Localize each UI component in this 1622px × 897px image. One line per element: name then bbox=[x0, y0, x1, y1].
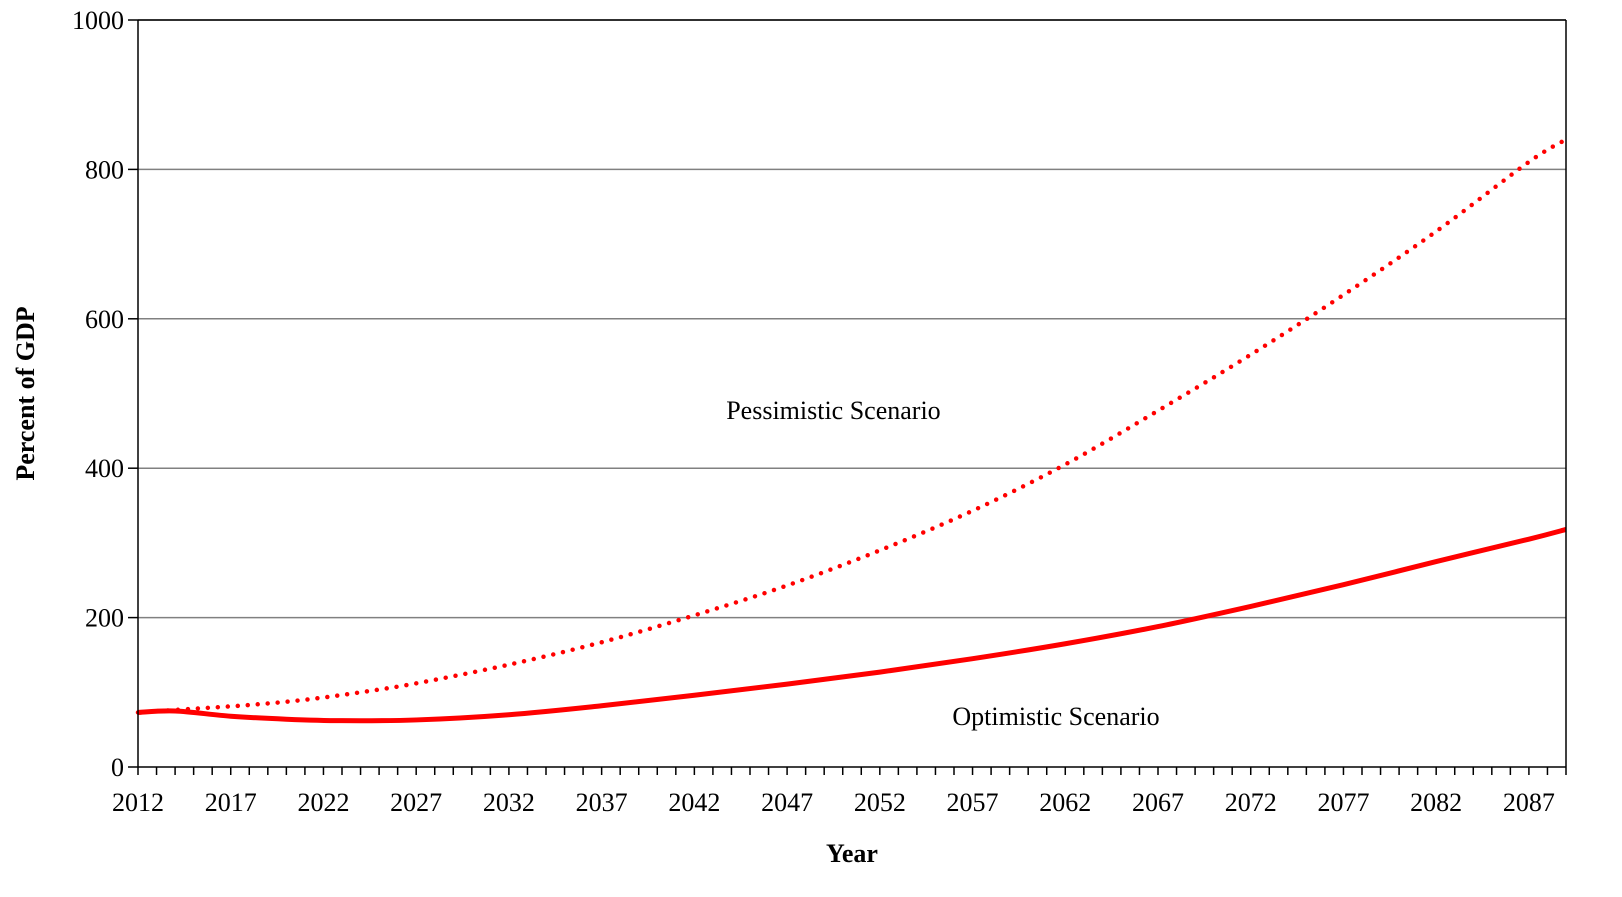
y-axis-title: Percent of GDP bbox=[11, 306, 40, 480]
x-tick-label: 2027 bbox=[390, 788, 442, 817]
y-tick-label: 800 bbox=[85, 155, 124, 184]
x-tick-label: 2082 bbox=[1410, 788, 1462, 817]
y-tick-labels: 0 200 400 600 800 1000 bbox=[72, 6, 124, 782]
x-tick-label: 2087 bbox=[1503, 788, 1555, 817]
x-tick-label: 2012 bbox=[112, 788, 164, 817]
y-tick-label: 0 bbox=[111, 753, 124, 782]
y-tick-label: 400 bbox=[85, 454, 124, 483]
x-tick-label: 2062 bbox=[1039, 788, 1091, 817]
axes bbox=[128, 19, 1567, 775]
gridlines bbox=[138, 19, 1566, 619]
x-axis-title: Year bbox=[826, 839, 878, 868]
x-tick-label: 2017 bbox=[205, 788, 257, 817]
x-tick-label: 2052 bbox=[854, 788, 906, 817]
x-tick-label: 2037 bbox=[576, 788, 628, 817]
y-tick-label: 200 bbox=[85, 604, 124, 633]
y-tick-label: 1000 bbox=[72, 6, 124, 35]
x-tick-labels: 2012 2017 2022 2027 2032 2037 2042 2047 2052 2057… bbox=[112, 788, 1555, 817]
x-tick-label: 2072 bbox=[1225, 788, 1277, 817]
x-tick-label: 2057 bbox=[947, 788, 999, 817]
x-tick-label: 2077 bbox=[1317, 788, 1369, 817]
annotation-optimistic: Optimistic Scenario bbox=[952, 702, 1159, 731]
x-tick-label: 2042 bbox=[668, 788, 720, 817]
series-group bbox=[135, 137, 1569, 724]
x-tick-label: 2047 bbox=[761, 788, 813, 817]
x-tick-label: 2022 bbox=[297, 788, 349, 817]
annotation-pessimistic: Pessimistic Scenario bbox=[726, 396, 940, 425]
y-tick-label: 600 bbox=[85, 305, 124, 334]
x-tick-label: 2067 bbox=[1132, 788, 1184, 817]
optimistic-series-line bbox=[137, 527, 1567, 724]
x-tick-label: 2032 bbox=[483, 788, 535, 817]
pessimistic-series-line bbox=[135, 137, 1569, 715]
annotations: Pessimistic Scenario Optimistic Scenario bbox=[726, 396, 1159, 731]
